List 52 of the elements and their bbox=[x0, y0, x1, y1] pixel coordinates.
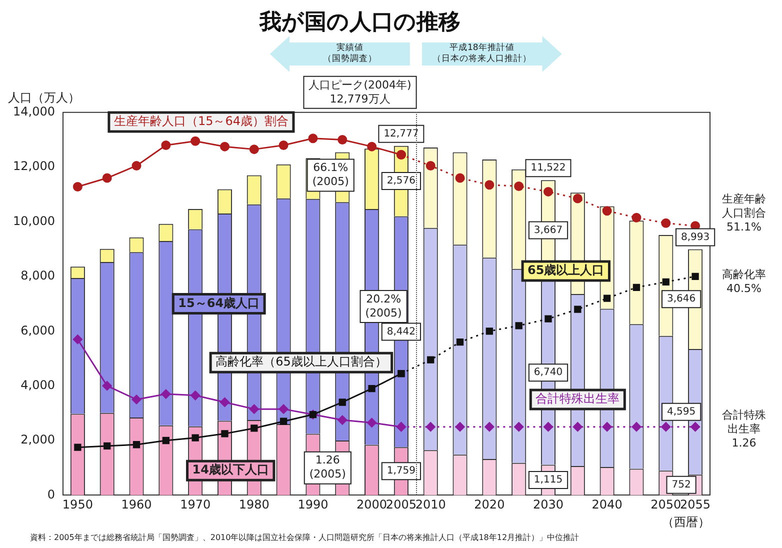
text: 実績値（国勢調査） bbox=[322, 43, 378, 65]
x-tick-label: 1980 bbox=[238, 498, 270, 512]
x-tick-label: 2020 bbox=[474, 498, 505, 512]
y-axis-title: 人口（万人） bbox=[8, 90, 80, 105]
series-label: 高齢化率（65歳以上人口割合） bbox=[216, 354, 387, 369]
text: 生産年齢人口割合51.1% bbox=[722, 192, 766, 234]
annotation: 20.2% (2005) bbox=[365, 292, 402, 320]
total-label: 8,993 bbox=[680, 232, 710, 243]
text: 資料：2005年までは総務省統計局「国勢調査」、2010年以降は国立社会保障・人口問題研究所「日本の将来推計人口（平成18年12月推計）」中位推計 bbox=[30, 533, 580, 542]
y-tick-label: 14,000 bbox=[12, 104, 55, 119]
text: 平成18年推計値（日本の将来人口推計） bbox=[431, 43, 532, 65]
x-tick-label: 2030 bbox=[532, 498, 564, 512]
x-tick-label: 1960 bbox=[121, 498, 152, 512]
x-tick-label: 2055 bbox=[680, 498, 711, 512]
annotation: 66.1% (2005) bbox=[312, 161, 349, 188]
y-tick-label: 8,000 bbox=[20, 268, 55, 283]
y-tick-label: 2,000 bbox=[20, 432, 55, 447]
data-label: 6,740 bbox=[534, 367, 563, 378]
text: 人口ピーク(2004年) 12,779万人 bbox=[308, 78, 412, 106]
x-tick-label: 2040 bbox=[592, 498, 622, 512]
y-tick-label: 6,000 bbox=[20, 323, 55, 338]
y-tick-label: 4,000 bbox=[20, 378, 55, 392]
x-tick-label: 1990 bbox=[298, 498, 328, 512]
total-label: 12,777 bbox=[384, 128, 419, 140]
chart-title: 我が国の人口の推移 bbox=[258, 10, 460, 35]
data-label: 1,115 bbox=[534, 474, 563, 486]
text: 高齢化率40.5% bbox=[722, 268, 766, 295]
data-label: 3,646 bbox=[666, 294, 696, 305]
data-label: 2,576 bbox=[386, 176, 416, 187]
series-label: 15～64歳人口 bbox=[178, 296, 260, 310]
series-label: 生産年齢人口（15～64歳）割合 bbox=[114, 114, 288, 128]
annotation: 1.26 (2005) bbox=[309, 454, 346, 481]
series-label: 14歳以下人口 bbox=[192, 462, 269, 477]
x-axis-title: （西暦） bbox=[662, 514, 710, 529]
x-tick-label: 1950 bbox=[62, 498, 93, 512]
total-label: 11,522 bbox=[530, 162, 566, 174]
x-tick-label: 2000 bbox=[356, 498, 388, 512]
data-label: 752 bbox=[672, 480, 691, 491]
y-tick-label: 10,000 bbox=[12, 214, 55, 228]
y-tick-label: 0 bbox=[47, 487, 55, 502]
y-tick-label: 12,000 bbox=[12, 159, 55, 174]
x-tick-label: 1970 bbox=[180, 498, 211, 512]
x-tick-label: 2010 bbox=[415, 498, 446, 512]
x-tick-label: 2050 bbox=[650, 498, 682, 512]
series-label: 65歳以上人口 bbox=[528, 263, 604, 278]
data-label: 8,442 bbox=[386, 326, 416, 338]
text: 合計特殊出生率1.26 bbox=[722, 408, 766, 450]
x-tick-label: 2005 bbox=[386, 498, 416, 512]
data-label: 3,667 bbox=[534, 224, 563, 236]
data-label: 1,759 bbox=[386, 466, 416, 477]
text: 合計特殊出生率 bbox=[536, 392, 620, 406]
data-label: 4,595 bbox=[666, 406, 696, 418]
